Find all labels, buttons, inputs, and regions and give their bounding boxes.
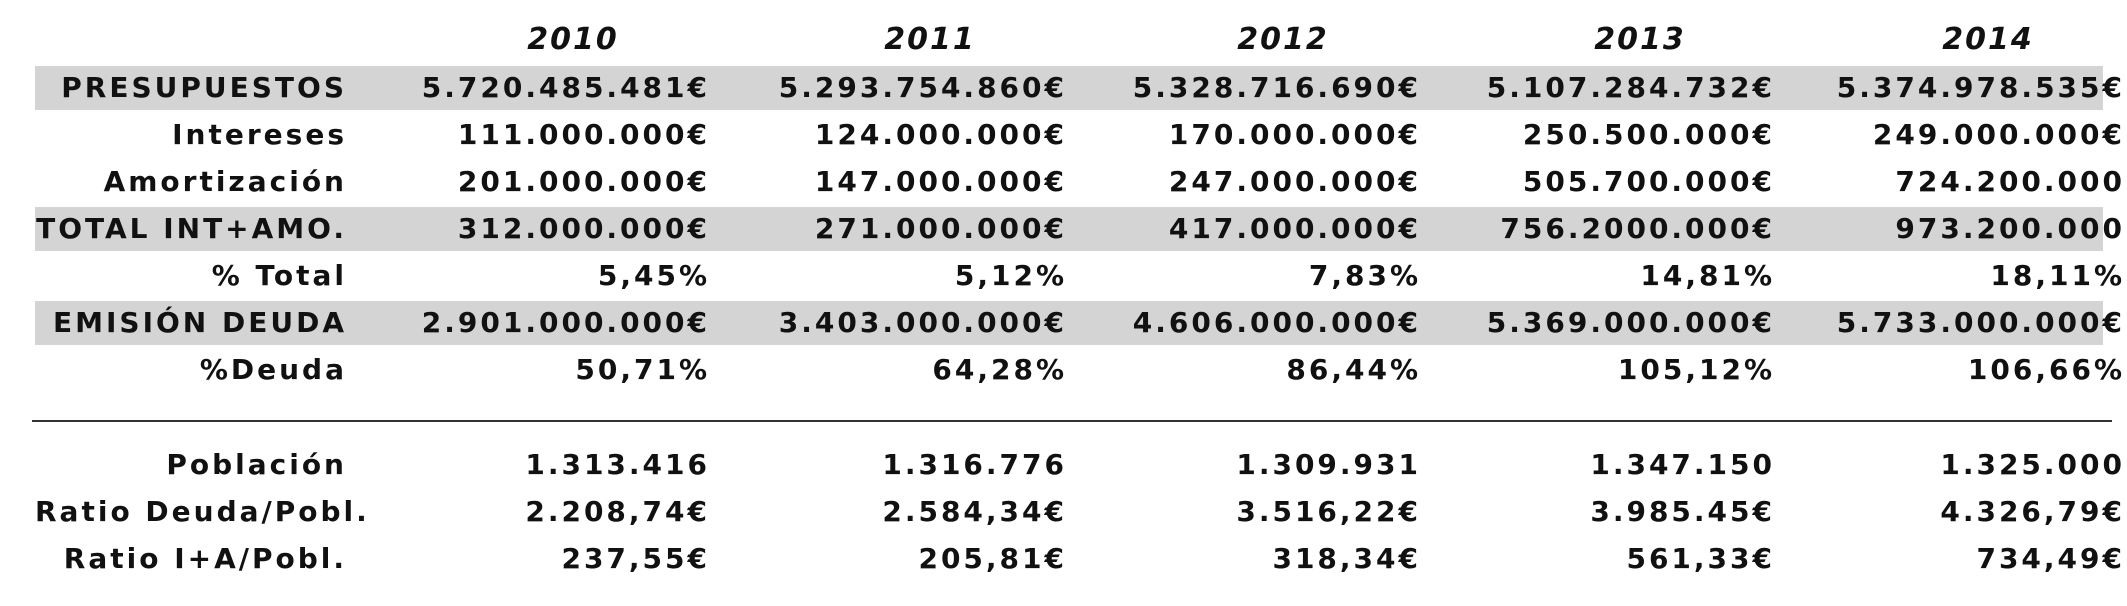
cell-2011: 64,28% <box>715 348 1067 392</box>
row-total-int-amo: TOTAL INT+AMO. 312.000.000€ 271.000.000€… <box>35 207 2103 251</box>
row-label: Intereses <box>35 113 347 157</box>
row-poblacion: Población 1.313.416 1.316.776 1.309.931 … <box>35 443 2103 487</box>
row-ratio-deuda-pobl: Ratio Deuda/Pobl. 2.208,74€ 2.584,34€ 3.… <box>35 490 2103 534</box>
year-header-2013: 2013 <box>1540 18 1740 62</box>
cell-2013: 14,81% <box>1425 254 1775 298</box>
cell-2014: 1.325.000 <box>1780 443 2125 487</box>
cell-2013: 250.500.000€ <box>1425 113 1775 157</box>
cell-2011: 3.403.000.000€ <box>715 301 1067 345</box>
row-label: Ratio Deuda/Pobl. <box>35 490 347 534</box>
cell-2012: 4.606.000.000€ <box>1071 301 1421 345</box>
cell-2010: 2.901.000.000€ <box>355 301 710 345</box>
row-presupuestos: PRESUPUESTOS 5.720.485.481€ 5.293.754.86… <box>35 66 2103 110</box>
row-label: % Total <box>35 254 347 298</box>
year-header-2010: 2010 <box>473 18 673 62</box>
cell-2013: 756.2000.000€ <box>1425 207 1775 251</box>
cell-2012: 1.309.931 <box>1071 443 1421 487</box>
year-header-2012: 2012 <box>1183 18 1383 62</box>
cell-2013: 5.107.284.732€ <box>1425 66 1775 110</box>
cell-2013: 1.347.150 <box>1425 443 1775 487</box>
cell-2014: 106,66% <box>1780 348 2125 392</box>
cell-2010: 111.000.000€ <box>355 113 710 157</box>
cell-2010: 201.000.000€ <box>355 160 710 204</box>
row-amortizacion: Amortización 201.000.000€ 147.000.000€ 2… <box>35 160 2103 204</box>
row-label: PRESUPUESTOS <box>35 66 347 110</box>
cell-2014: 724.200.000 <box>1780 160 2125 204</box>
cell-2012: 86,44% <box>1071 348 1421 392</box>
year-header-2011: 2011 <box>830 18 1030 62</box>
row-percent-total: % Total 5,45% 5,12% 7,83% 14,81% 18,11% <box>35 254 2103 298</box>
cell-2014: 734,49€ <box>1780 537 2125 581</box>
cell-2014: 4.326,79€ <box>1780 490 2125 534</box>
section-divider <box>32 420 2112 422</box>
cell-2013: 3.985.45€ <box>1425 490 1775 534</box>
cell-2010: 2.208,74€ <box>355 490 710 534</box>
row-label: TOTAL INT+AMO. <box>35 207 347 251</box>
cell-2013: 5.369.000.000€ <box>1425 301 1775 345</box>
cell-2014: 5.374.978.535€ <box>1780 66 2125 110</box>
cell-2010: 312.000.000€ <box>355 207 710 251</box>
cell-2011: 2.584,34€ <box>715 490 1067 534</box>
cell-2011: 124.000.000€ <box>715 113 1067 157</box>
cell-2014: 18,11% <box>1780 254 2125 298</box>
cell-2011: 5.293.754.860€ <box>715 66 1067 110</box>
cell-2011: 5,12% <box>715 254 1067 298</box>
cell-2011: 1.316.776 <box>715 443 1067 487</box>
cell-2012: 3.516,22€ <box>1071 490 1421 534</box>
cell-2013: 105,12% <box>1425 348 1775 392</box>
cell-2012: 417.000.000€ <box>1071 207 1421 251</box>
cell-2011: 271.000.000€ <box>715 207 1067 251</box>
cell-2013: 505.700.000€ <box>1425 160 1775 204</box>
row-label: %Deuda <box>35 348 347 392</box>
cell-2012: 5.328.716.690€ <box>1071 66 1421 110</box>
row-ratio-ia-pobl: Ratio I+A/Pobl. 237,55€ 205,81€ 318,34€ … <box>35 537 2103 581</box>
cell-2010: 237,55€ <box>355 537 710 581</box>
row-emision-deuda: EMISIÓN DEUDA 2.901.000.000€ 3.403.000.0… <box>35 301 2103 345</box>
row-label: Amortización <box>35 160 347 204</box>
year-header-2014: 2014 <box>1888 18 2088 62</box>
cell-2013: 561,33€ <box>1425 537 1775 581</box>
row-intereses: Intereses 111.000.000€ 124.000.000€ 170.… <box>35 113 2103 157</box>
cell-2011: 205,81€ <box>715 537 1067 581</box>
cell-2010: 1.313.416 <box>355 443 710 487</box>
cell-2010: 5,45% <box>355 254 710 298</box>
cell-2012: 247.000.000€ <box>1071 160 1421 204</box>
cell-2014: 249.000.000€ <box>1780 113 2125 157</box>
year-header-row: 2010 2011 2012 2013 2014 <box>0 18 2127 62</box>
row-label: Población <box>35 443 347 487</box>
row-label: Ratio I+A/Pobl. <box>35 537 347 581</box>
cell-2010: 5.720.485.481€ <box>355 66 710 110</box>
cell-2014: 973.200.000 <box>1780 207 2125 251</box>
row-label: EMISIÓN DEUDA <box>35 301 347 345</box>
cell-2012: 7,83% <box>1071 254 1421 298</box>
cell-2012: 318,34€ <box>1071 537 1421 581</box>
cell-2011: 147.000.000€ <box>715 160 1067 204</box>
cell-2014: 5.733.000.000€ <box>1780 301 2125 345</box>
cell-2010: 50,71% <box>355 348 710 392</box>
row-percent-deuda: %Deuda 50,71% 64,28% 86,44% 105,12% 106,… <box>35 348 2103 392</box>
cell-2012: 170.000.000€ <box>1071 113 1421 157</box>
